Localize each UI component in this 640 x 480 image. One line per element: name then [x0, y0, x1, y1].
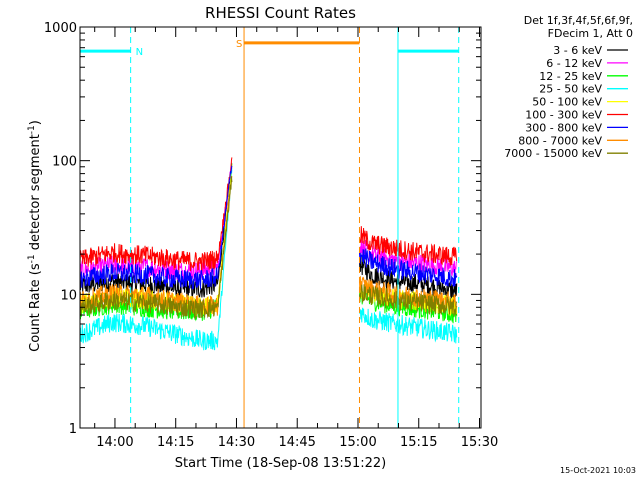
legend-header-line2: FDecim 1, Att 0 — [548, 27, 633, 40]
series-line — [79, 165, 233, 290]
x-tick-label: 15:15 — [400, 435, 437, 450]
legend-entry: 300 - 800 keV — [525, 121, 628, 134]
series-line — [358, 248, 458, 287]
series-line — [79, 157, 233, 272]
x-tick-label: 14:00 — [96, 435, 133, 450]
legend: Det 1f,3f,4f,5f,6f,9f, FDecim 1, Att 0 3… — [504, 14, 633, 160]
series-300-800-kev — [79, 165, 458, 290]
legend-entry-label: 300 - 800 keV — [525, 121, 602, 134]
legend-entry: 25 - 50 keV — [539, 83, 628, 96]
annotation-marker-2 — [397, 27, 460, 428]
legend-entry-label: 7000 - 15000 keV — [504, 147, 602, 160]
legend-entry-label: 800 - 7000 keV — [518, 134, 602, 147]
series-25-50-kev — [79, 169, 458, 351]
series-line — [358, 254, 458, 299]
y-tick-label: 10 — [60, 288, 77, 303]
series-line — [358, 226, 458, 266]
legend-entry-label: 50 - 100 keV — [532, 96, 602, 109]
legend-entry: 800 - 7000 keV — [518, 134, 628, 147]
plot-frame — [79, 26, 482, 429]
annotation-n: N — [80, 27, 143, 428]
annotation-s: S — [236, 27, 360, 428]
y-tick-label: 1 — [69, 422, 77, 437]
plot-content: NS — [79, 27, 460, 428]
series-100-300-kev — [79, 157, 458, 272]
legend-entry: 12 - 25 keV — [539, 70, 628, 83]
legend-entry-label: 12 - 25 keV — [539, 70, 602, 83]
legend-entry: 6 - 12 keV — [546, 57, 628, 70]
series-7000-15000-kev — [79, 176, 458, 320]
series-line — [358, 307, 458, 344]
legend-header-line1: Det 1f,3f,4f,5f,6f,9f, — [524, 14, 633, 27]
x-tick-label: 14:15 — [157, 435, 194, 450]
series-line — [79, 169, 233, 351]
y-axis-label: Count Rate (s-1 detector segment-1) — [27, 120, 43, 352]
legend-entry-label: 3 - 6 keV — [553, 44, 602, 57]
x-tick-label: 15:30 — [461, 435, 498, 450]
x-axis-label: Start Time (18-Sep-08 13:51:22) — [175, 456, 386, 471]
y-tick-label: 1000 — [44, 21, 77, 36]
series-line — [79, 165, 233, 299]
legend-entry: 50 - 100 keV — [532, 96, 628, 109]
series-line — [358, 284, 458, 317]
legend-entry: 100 - 300 keV — [525, 109, 628, 122]
x-tick-label: 15:00 — [339, 435, 376, 450]
legend-entry-label: 25 - 50 keV — [539, 83, 602, 96]
x-tick-label: 14:45 — [278, 435, 315, 450]
annotation-label: N — [136, 47, 143, 58]
series-line — [79, 176, 233, 320]
legend-entry-label: 6 - 12 keV — [546, 57, 602, 70]
footer-timestamp: 15-Oct-2021 10:03 — [560, 466, 636, 475]
legend-entry-label: 100 - 300 keV — [525, 109, 602, 122]
x-tick-label: 14:30 — [218, 435, 255, 450]
chart-title: RHESSI Count Rates — [205, 4, 356, 22]
axis-ticks: 14:00 14:15 14:30 14:45 15:00 15:15 15:30 1 10 10… — [44, 21, 498, 450]
legend-entry: 3 - 6 keV — [553, 44, 628, 57]
y-tick-label: 100 — [52, 155, 77, 170]
series-3-6-kev — [79, 165, 458, 299]
annotation-label: S — [236, 39, 242, 50]
legend-entry: 7000 - 15000 keV — [504, 147, 628, 160]
series-6-12-kev — [79, 161, 458, 283]
